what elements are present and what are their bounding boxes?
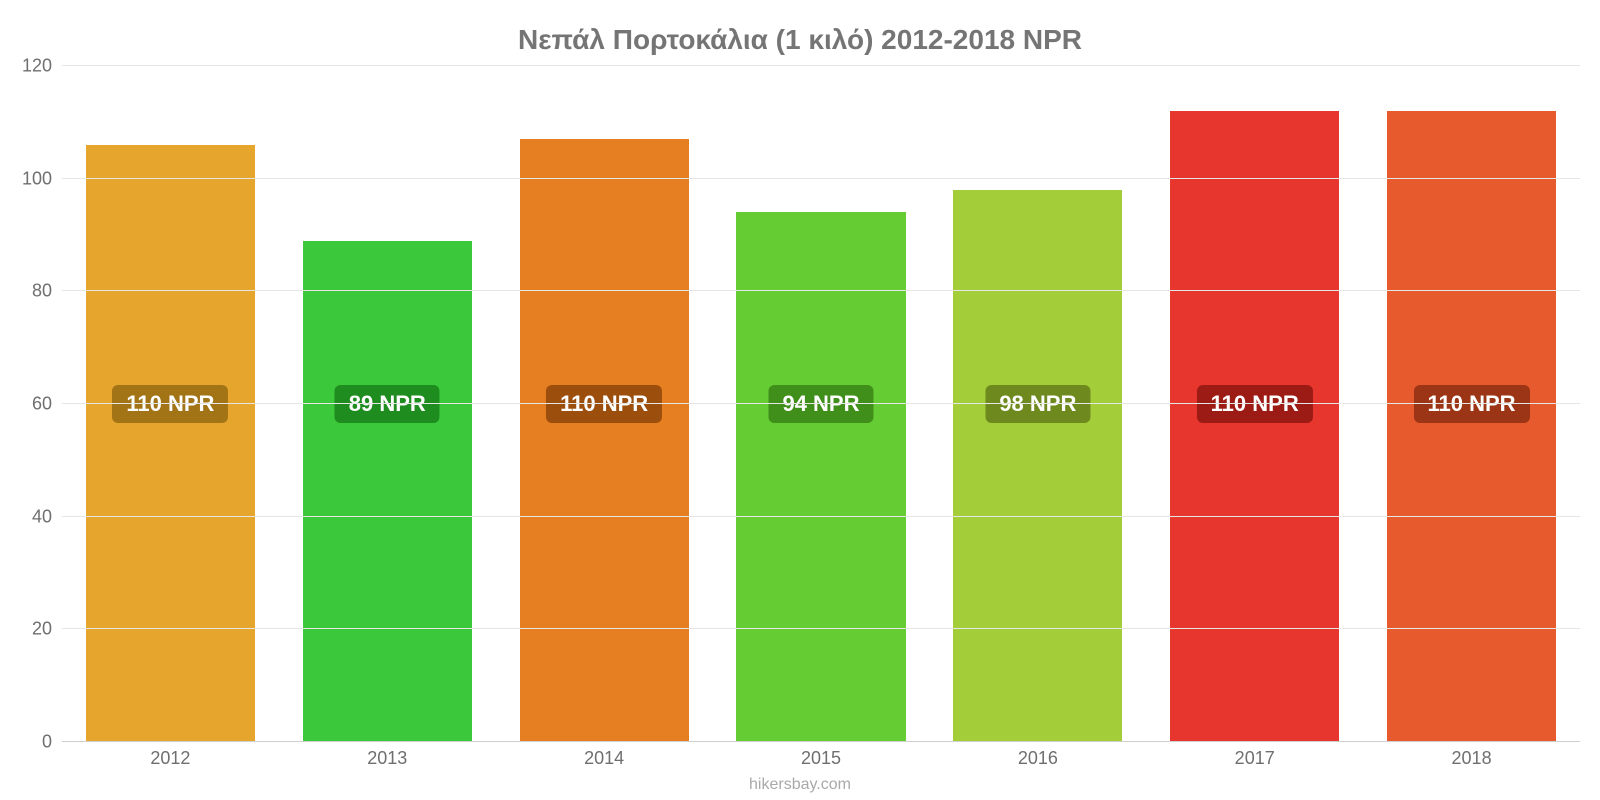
y-tick-label: 40 [32, 506, 62, 527]
y-tick-label: 0 [42, 732, 62, 753]
bar: 110 NPR [520, 139, 689, 742]
y-tick-label: 100 [22, 168, 62, 189]
bar-value-badge: 94 NPR [768, 385, 873, 423]
bar-value-badge: 110 NPR [1414, 385, 1530, 423]
bar: 89 NPR [303, 241, 472, 742]
chart-title: Νεπάλ Πορτοκάλια (1 κιλό) 2012-2018 NPR [0, 0, 1600, 56]
bar: 110 NPR [1387, 111, 1556, 742]
gridline [62, 290, 1580, 291]
bar: 98 NPR [953, 190, 1122, 742]
x-tick-label: 2015 [801, 748, 841, 769]
bar-value-badge: 89 NPR [335, 385, 440, 423]
x-axis-ticks: 2012 2013 2014 2015 2016 2017 2018 [62, 748, 1580, 772]
x-tick-label: 2012 [150, 748, 190, 769]
gridline [62, 403, 1580, 404]
x-axis-baseline [62, 741, 1580, 742]
bar-value-badge: 110 NPR [112, 385, 228, 423]
x-tick-label: 2013 [367, 748, 407, 769]
x-tick-label: 2016 [1018, 748, 1058, 769]
x-tick-label: 2018 [1452, 748, 1492, 769]
gridline [62, 178, 1580, 179]
gridline [62, 628, 1580, 629]
gridline [62, 65, 1580, 66]
attribution-text: hikersbay.com [0, 776, 1600, 794]
chart-container: Νεπάλ Πορτοκάλια (1 κιλό) 2012-2018 NPR … [0, 0, 1600, 800]
plot-area: 110 NPR 89 NPR 110 NPR 94 NPR 98 NPR 110 NPR 1… [62, 66, 1580, 742]
y-tick-label: 80 [32, 281, 62, 302]
y-tick-label: 20 [32, 619, 62, 640]
x-tick-label: 2014 [584, 748, 624, 769]
bars-layer: 110 NPR 89 NPR 110 NPR 94 NPR 98 NPR 110 NPR 1… [62, 66, 1580, 742]
bar: 110 NPR [86, 145, 255, 742]
bar-value-badge: 98 NPR [985, 385, 1090, 423]
bar-value-badge: 110 NPR [546, 385, 662, 423]
y-tick-label: 60 [32, 394, 62, 415]
bar-value-badge: 110 NPR [1197, 385, 1313, 423]
x-tick-label: 2017 [1235, 748, 1275, 769]
y-tick-label: 120 [22, 56, 62, 77]
bar: 94 NPR [736, 212, 905, 742]
bar: 110 NPR [1170, 111, 1339, 742]
gridline [62, 516, 1580, 517]
